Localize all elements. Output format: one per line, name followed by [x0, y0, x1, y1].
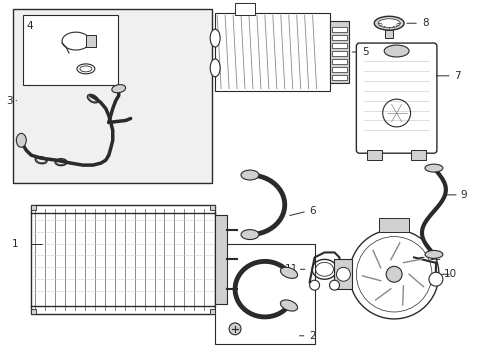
- Bar: [329, 21, 349, 83]
- Text: 7: 7: [454, 71, 461, 81]
- Bar: [379, 218, 409, 231]
- Text: 8: 8: [422, 18, 429, 28]
- Ellipse shape: [241, 170, 259, 180]
- Ellipse shape: [378, 19, 400, 28]
- Bar: [332, 43, 347, 48]
- Bar: [23, 15, 118, 85]
- Bar: [215, 13, 329, 91]
- Bar: [210, 205, 215, 210]
- Bar: [215, 244, 315, 344]
- Circle shape: [310, 280, 319, 290]
- Ellipse shape: [16, 133, 26, 147]
- Text: 6: 6: [309, 206, 316, 216]
- Ellipse shape: [210, 29, 220, 47]
- Bar: [411, 150, 426, 160]
- Circle shape: [329, 280, 340, 290]
- Text: 5: 5: [362, 47, 369, 57]
- Ellipse shape: [374, 16, 404, 30]
- Bar: [235, 3, 255, 15]
- Bar: [332, 75, 347, 80]
- Bar: [210, 309, 215, 314]
- Text: 3: 3: [6, 96, 13, 105]
- Ellipse shape: [280, 300, 297, 311]
- Text: 10: 10: [444, 269, 457, 279]
- Ellipse shape: [280, 267, 297, 278]
- Bar: [385, 30, 393, 38]
- Bar: [31, 205, 215, 314]
- Text: 4: 4: [26, 21, 33, 31]
- Bar: [332, 67, 347, 72]
- Bar: [332, 59, 347, 64]
- Circle shape: [386, 266, 402, 282]
- FancyBboxPatch shape: [356, 43, 437, 153]
- Ellipse shape: [425, 251, 443, 258]
- Ellipse shape: [62, 32, 90, 50]
- Bar: [368, 150, 382, 160]
- Bar: [335, 260, 352, 289]
- Ellipse shape: [425, 164, 443, 172]
- Bar: [31, 205, 36, 210]
- Text: 2: 2: [310, 331, 316, 341]
- Ellipse shape: [384, 45, 409, 57]
- Ellipse shape: [241, 230, 259, 239]
- Text: 11: 11: [285, 264, 298, 274]
- Text: 9: 9: [461, 190, 467, 200]
- Circle shape: [229, 323, 241, 335]
- Bar: [86, 35, 96, 47]
- Text: 1: 1: [11, 239, 18, 249]
- Bar: [332, 35, 347, 40]
- Circle shape: [337, 267, 350, 281]
- Bar: [13, 9, 212, 183]
- Bar: [332, 51, 347, 56]
- Bar: [31, 309, 36, 314]
- Circle shape: [349, 230, 439, 319]
- Ellipse shape: [210, 59, 220, 77]
- Bar: [332, 27, 347, 32]
- Bar: [215, 215, 227, 304]
- Ellipse shape: [112, 85, 125, 93]
- Text: 12: 12: [429, 252, 442, 262]
- Circle shape: [429, 272, 443, 286]
